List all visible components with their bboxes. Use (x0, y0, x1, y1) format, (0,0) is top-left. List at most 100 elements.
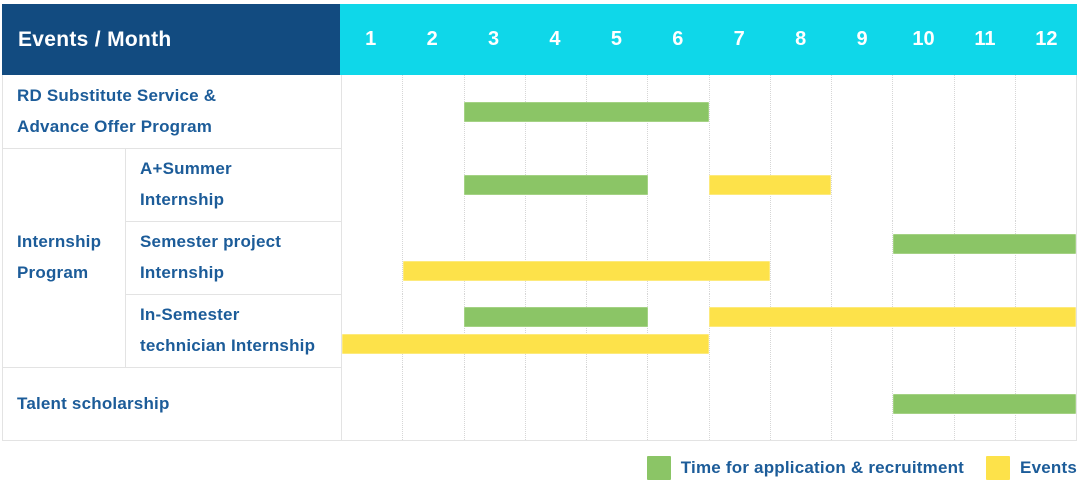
event-swatch-icon (986, 456, 1011, 480)
application-recruitment-bar (464, 307, 648, 327)
row-label: RD Substitute Service & Advance Offer Pr… (17, 85, 217, 136)
row-label: Semester project Internship (140, 232, 282, 282)
month-header-cell: 2 (426, 28, 438, 50)
group-label-cell: Internship Program (3, 148, 125, 367)
month-grid-column (708, 75, 770, 148)
month-header-cell: 8 (795, 28, 807, 50)
month-grid-column (831, 148, 892, 221)
month-grid-column (892, 221, 953, 294)
row-label: In-Semester technician Internship (140, 305, 316, 355)
legend-item: Time for application & recruitment (646, 456, 965, 480)
application-recruitment-bar (464, 175, 648, 195)
month-grid-column (402, 294, 463, 367)
month-grid-column (342, 75, 402, 148)
row-label: A+Summer Internship (140, 159, 232, 209)
table-body: RD Substitute Service & Advance Offer Pr… (2, 75, 1077, 441)
month-grid-column (647, 367, 708, 440)
month-grid-column (831, 367, 892, 440)
row-timeline (341, 148, 1076, 221)
legend-item: Events (986, 456, 1077, 480)
events-table: Events / Month 1 2 3 4 5 6 7 8 9 10 11 12 RD Substi… (2, 4, 1077, 441)
row-timeline (341, 294, 1076, 367)
month-grid-column (463, 75, 525, 148)
month-grid-column (463, 221, 525, 294)
month-grid-column (892, 148, 953, 221)
row-label-cell: In-Semester technician Internship (125, 294, 341, 367)
month-grid-column (708, 367, 770, 440)
month-grid-column (953, 221, 1015, 294)
application-recruitment-bar (892, 394, 1076, 414)
month-grid-column (953, 75, 1015, 148)
month-header-cell: 7 (733, 28, 745, 50)
month-header-cell: 9 (856, 28, 868, 50)
month-header-cell: 5 (610, 28, 622, 50)
month-grid-column (342, 367, 402, 440)
event-bar (342, 334, 709, 354)
month-grid-column (1014, 148, 1076, 221)
month-header-cell: 3 (487, 28, 500, 50)
row-label: Talent scholarship (17, 393, 170, 413)
application-recruitment-bar (464, 102, 709, 122)
row-label-cell: Semester project Internship (125, 221, 341, 294)
row-label-cell: RD Substitute Service & Advance Offer Pr… (3, 75, 341, 148)
month-grid-column (647, 148, 708, 221)
month-grid-column (708, 294, 770, 367)
month-grid-column (342, 148, 402, 221)
event-bar (403, 261, 771, 281)
month-grid-column (402, 148, 463, 221)
month-grid-column (1014, 221, 1076, 294)
month-grid-column (463, 148, 525, 221)
month-grid-column (892, 75, 953, 148)
month-header-cell: 1 (365, 28, 377, 50)
month-grid-column (342, 294, 402, 367)
group-label: Internship Program (17, 232, 102, 282)
table-header: Events / Month 1 2 3 4 5 6 7 8 9 10 11 12 (2, 4, 1077, 75)
legend-label: Events (1020, 458, 1077, 477)
month-grid-column (769, 221, 831, 294)
month-grid-column (524, 294, 586, 367)
month-header-cell: 12 (1035, 28, 1058, 50)
row-timeline (341, 75, 1076, 148)
row-timeline (341, 367, 1076, 440)
month-grid-column (402, 221, 463, 294)
month-header-cell: 10 (912, 28, 935, 50)
month-grid-column (831, 221, 892, 294)
month-grid-column (463, 367, 525, 440)
month-grid-column (892, 294, 953, 367)
month-grid-column (402, 75, 463, 148)
event-bar (709, 307, 1076, 327)
month-grid-column (647, 294, 708, 367)
month-grid-column (769, 367, 831, 440)
month-grid-column (586, 367, 647, 440)
row-timeline (341, 221, 1076, 294)
month-grid-column (708, 221, 770, 294)
month-grid-column (1014, 294, 1076, 367)
legend: Time for application & recruitment Events (646, 456, 1077, 480)
month-grid-column (953, 148, 1015, 221)
month-grid-column (831, 294, 892, 367)
month-grid-column (769, 75, 831, 148)
header-title-cell: Events / Month (2, 4, 340, 75)
legend-label: Time for application & recruitment (680, 458, 965, 477)
month-grid-column (463, 294, 525, 367)
month-grid-column (647, 221, 708, 294)
month-header-cell: 11 (974, 28, 996, 50)
month-grid-column (524, 367, 586, 440)
month-grid-column (402, 367, 463, 440)
month-grid-column (831, 75, 892, 148)
month-header-cell: 6 (672, 28, 684, 50)
month-grid-column (1014, 75, 1076, 148)
month-grid-column (586, 221, 647, 294)
event-bar (709, 175, 832, 195)
month-grid-column (586, 294, 647, 367)
page-title: Events / Month (18, 27, 172, 51)
month-grid-column (342, 221, 402, 294)
application-recruitment-bar (892, 234, 1076, 254)
month-grid-column (769, 294, 831, 367)
month-header-strip: 1 2 3 4 5 6 7 8 9 10 11 12 (340, 4, 1077, 75)
application-swatch-icon (646, 456, 671, 480)
row-label-cell: A+Summer Internship (125, 148, 341, 221)
month-header-cell: 4 (549, 28, 561, 50)
month-grid-column (953, 294, 1015, 367)
